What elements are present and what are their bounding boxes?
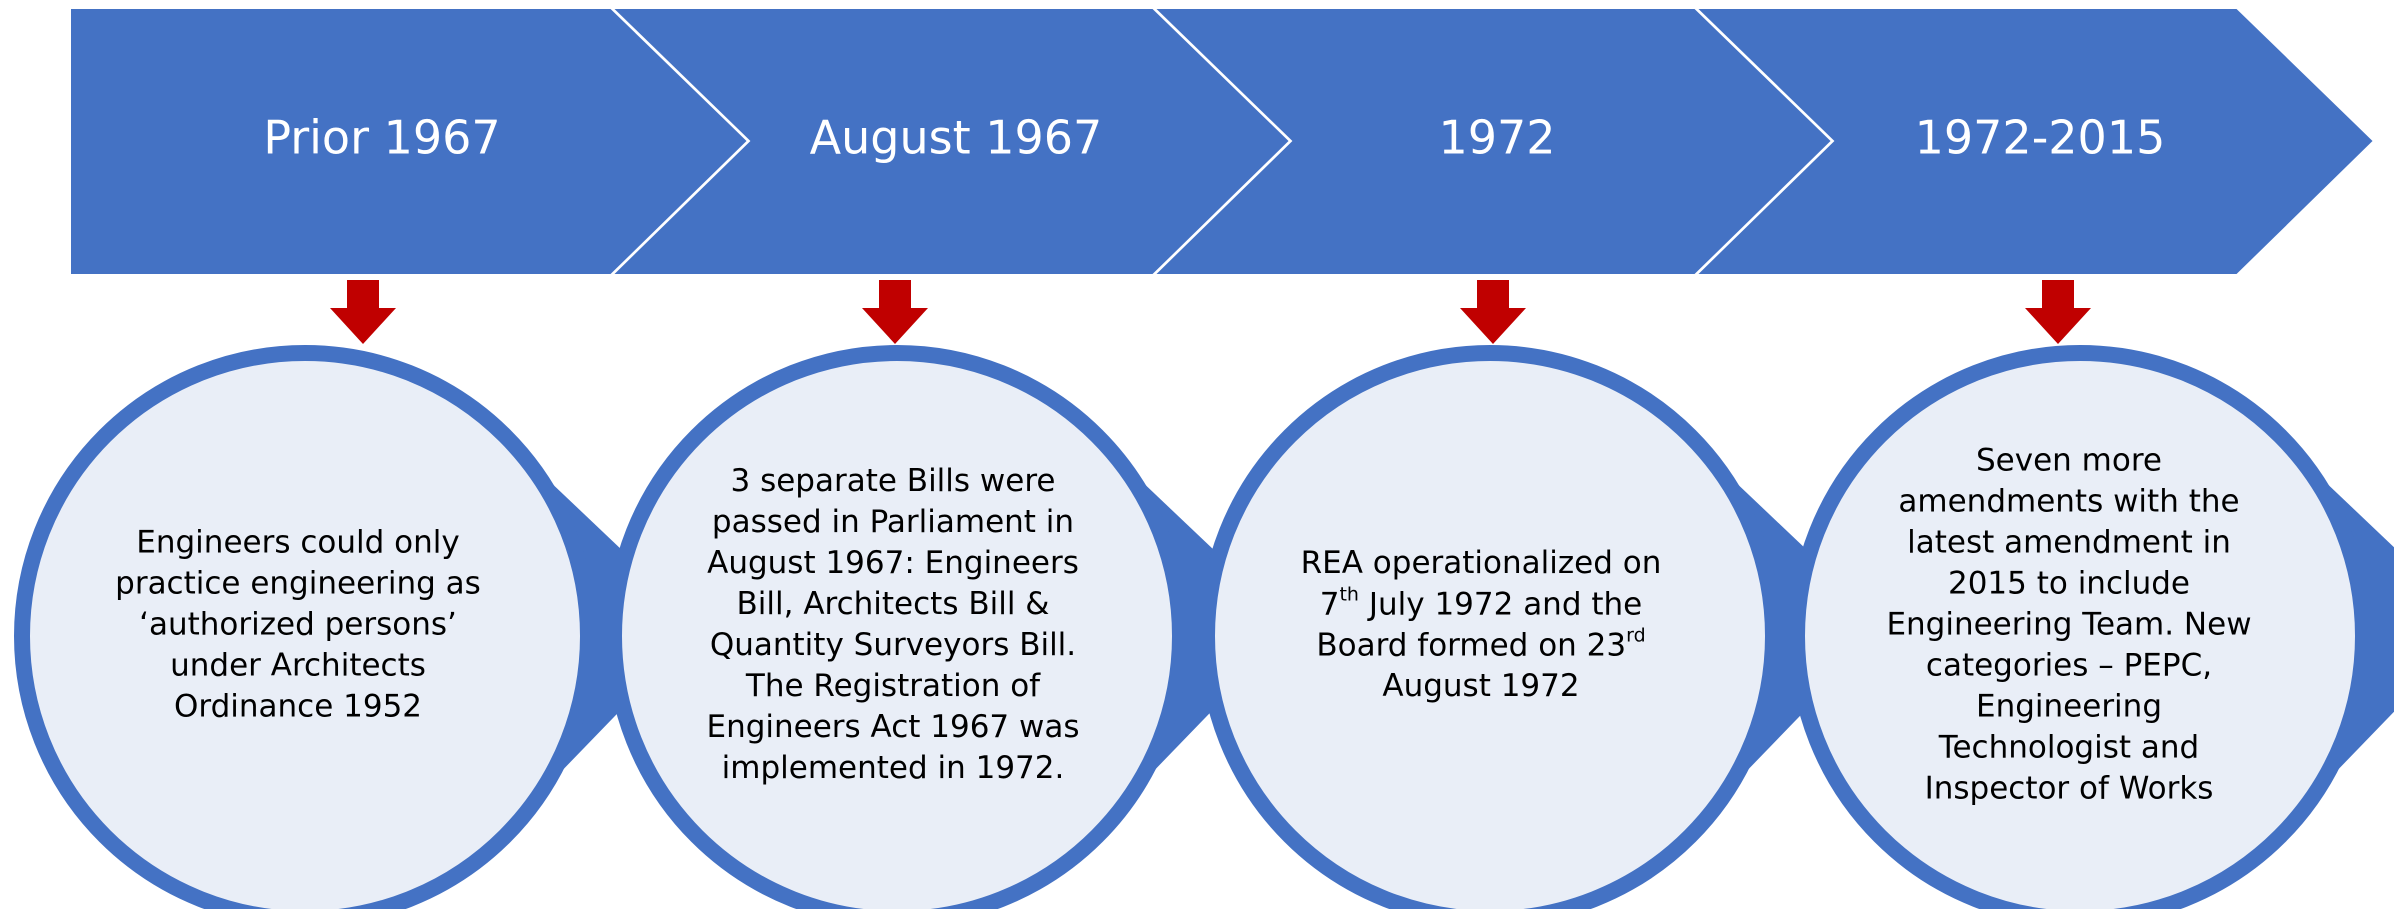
step-text-line: latest amendment in [1907, 525, 2231, 561]
step-text-line: implemented in 1972. [722, 750, 1065, 786]
step-text-line: Engineers could only [136, 525, 459, 561]
step-text-line: Technologist and [1938, 730, 2199, 766]
step-text-line: Engineering Team. New [1886, 607, 2251, 643]
text-segment: th [1339, 583, 1359, 605]
step-text-line: Engineering [1976, 689, 2162, 725]
step-text-line: 7th July 1972 and the [1320, 583, 1643, 622]
step-text-line: Engineers Act 1967 was [706, 709, 1079, 745]
step-label: 1972-2015 [1915, 111, 2166, 165]
text-segment: July 1972 and the [1359, 586, 1642, 622]
text-segment: Board formed on 23 [1316, 627, 1626, 663]
step-text-line: REA operationalized on [1301, 545, 1662, 581]
down-arrow [330, 280, 396, 344]
step-text-line: Inspector of Works [1925, 771, 2214, 807]
page: Prior 1967 August 1967 1972 1972-2015 Engine… [0, 0, 2394, 909]
step-label: August 1967 [810, 111, 1103, 165]
step-text-line: ‘authorized persons’ [139, 607, 457, 643]
timeline-diagram: Prior 1967 August 1967 1972 1972-2015 Engine… [0, 0, 2394, 909]
step-text-line: 3 separate Bills were [731, 463, 1056, 499]
step-text-line: Seven more [1976, 443, 2162, 479]
down-arrow [862, 280, 928, 344]
step-text-line: under Architects [170, 648, 426, 684]
step-text-line: practice engineering as [115, 566, 481, 602]
step-text-line: Board formed on 23rd [1316, 624, 1645, 663]
step-text-line: Ordinance 1952 [174, 689, 422, 725]
step-text-line: Quantity Surveyors Bill. [710, 627, 1076, 663]
step-text-line: categories – PEPC, [1926, 648, 2212, 684]
text-segment: rd [1626, 624, 1646, 646]
step-text-line: August 1967: Engineers [707, 545, 1079, 581]
step-label: 1972 [1438, 111, 1555, 165]
step-text-line: amendments with the [1898, 484, 2239, 520]
step-text-line: passed in Parliament in [712, 504, 1074, 540]
down-arrow [2025, 280, 2091, 344]
step-label: Prior 1967 [263, 111, 500, 165]
step-text-line: Bill, Architects Bill & [737, 586, 1050, 622]
step-text-line: August 1972 [1382, 668, 1579, 704]
down-arrow [1460, 280, 1526, 344]
step-text-line: 2015 to include [1948, 566, 2190, 602]
step-text-line: The Registration of [745, 668, 1041, 704]
text-segment: 7 [1320, 586, 1340, 622]
